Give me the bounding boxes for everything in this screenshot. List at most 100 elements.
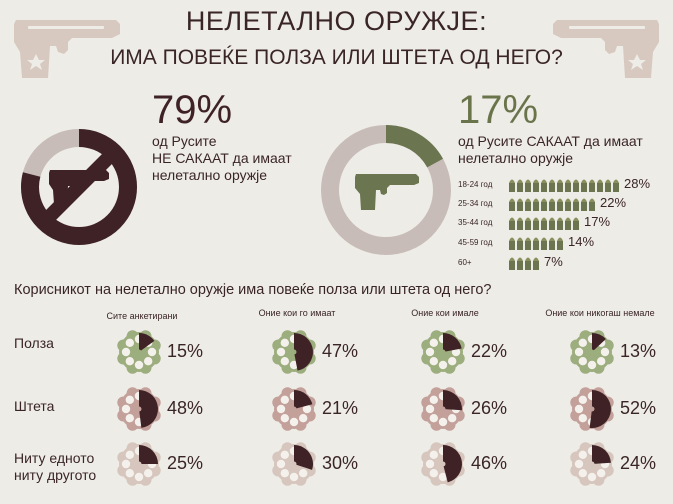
bullet-icon [597, 179, 603, 192]
pie-value-label: 15% [167, 341, 204, 361]
pie-slice [139, 333, 155, 352]
age-bar-value: 28% [624, 176, 651, 191]
pistol-icon [553, 20, 659, 78]
revolver-cylinder-icon [570, 387, 614, 431]
bullet-icon [573, 217, 579, 230]
age-bar [509, 237, 563, 250]
pie-value-label: 26% [471, 398, 508, 418]
revolver-cylinder-icon [117, 330, 161, 374]
bullet-icon [517, 179, 523, 192]
bullet-icon [549, 237, 555, 250]
revolver-cylinder-icon [117, 442, 161, 486]
bullet-icon [509, 198, 515, 211]
pie-value-label: 24% [620, 453, 657, 473]
pie-value-label: 48% [167, 398, 204, 418]
pistol-icon [49, 170, 109, 204]
bullet-icon [525, 237, 531, 250]
age-bar-label: 35-44 год [458, 218, 493, 227]
pie-slice [592, 445, 611, 464]
bullet-icon [557, 237, 563, 250]
column-header-never: Оние кои никогаш немале [545, 308, 655, 318]
age-bar [509, 217, 579, 230]
bullet-icon [533, 179, 539, 192]
pie-slice [443, 333, 462, 352]
bullet-icon [509, 217, 515, 230]
bullet-icon [517, 237, 523, 250]
bullet-icon [589, 198, 595, 211]
age-bar-label: 25-34 год [458, 199, 493, 208]
bullet-icon [613, 179, 619, 192]
revolver-cylinder-icon [272, 442, 316, 486]
bullet-icon [517, 217, 523, 230]
bullet-icon [589, 179, 595, 192]
pie-slice [592, 333, 606, 352]
bullet-icon [509, 257, 515, 270]
pistol-icon [14, 20, 120, 78]
revolver-cylinder-icon [421, 442, 465, 486]
bullet-icon [509, 179, 515, 192]
bullet-icon [509, 237, 515, 250]
bullet-icon [525, 257, 531, 270]
bullet-icon [557, 198, 563, 211]
age-bar-label: 45-59 год [458, 238, 493, 247]
revolver-cylinder-icon [272, 387, 316, 431]
bullet-icon [533, 257, 539, 270]
bullet-icon [557, 217, 563, 230]
pistol-icon [355, 174, 419, 210]
bullet-icon [541, 237, 547, 250]
left-description: од Русите НЕ САКААТ да имаат нелетално о… [152, 133, 292, 183]
row-label-harm: Штета [14, 398, 55, 414]
left-percent: 79% [152, 88, 233, 132]
bullet-icon [581, 198, 587, 211]
revolver-cylinder-icon [421, 330, 465, 374]
bullet-icon [605, 179, 611, 192]
age-bar [509, 257, 539, 270]
bullet-icon [549, 217, 555, 230]
pie-slice [139, 390, 158, 428]
page-subtitle: ИМА ПОВЕЌЕ ПОЛЗА ИЛИ ШТЕТА ОД НЕГО? [110, 46, 563, 69]
revolver-cylinder-icon [570, 442, 614, 486]
revolver-cylinder-icon [272, 330, 316, 374]
bullet-icon [525, 179, 531, 192]
pie-value-label: 21% [322, 398, 359, 418]
pie-slice [589, 390, 611, 428]
wants-donut [321, 125, 451, 255]
bullet-icon [533, 217, 539, 230]
pie-value-label: 46% [471, 453, 508, 473]
pie-slice [294, 333, 313, 371]
age-bar [509, 198, 595, 211]
bullet-icon [541, 198, 547, 211]
bullet-icon [581, 179, 587, 192]
revolver-cylinder-icon [117, 387, 161, 431]
pie-slice [139, 445, 158, 464]
revolver-cylinder-icon [421, 387, 465, 431]
pie-value-label: 25% [167, 453, 204, 473]
column-header-all: Сите анкетирани [106, 311, 178, 321]
bullet-icon [533, 198, 539, 211]
bullet-icon [565, 198, 571, 211]
right-percent: 17% [458, 88, 539, 132]
pie-value-label: 13% [620, 341, 657, 361]
bullet-icon [525, 198, 531, 211]
pie-value-label: 30% [322, 453, 359, 473]
bullet-icon [541, 179, 547, 192]
age-bar-value: 17% [584, 214, 611, 229]
bullet-icon [541, 217, 547, 230]
bullet-icon [525, 217, 531, 230]
age-bar-value: 14% [568, 234, 595, 249]
bullet-icon [573, 179, 579, 192]
revolver-cylinder-icon [570, 330, 614, 374]
age-bar-label: 60+ [458, 258, 472, 267]
column-header-have: Оние кои го имаат [258, 308, 336, 318]
column-header-had: Оние кои имале [411, 308, 479, 318]
age-bar-value: 7% [544, 254, 563, 269]
bullet-icon [533, 237, 539, 250]
pie-slice [443, 445, 462, 483]
bullet-icon [557, 179, 563, 192]
right-description: од Русите САКААТ да имаат нелетално оруж… [458, 133, 643, 166]
age-bar-label: 18-24 год [458, 180, 493, 189]
pie-value-label: 52% [620, 398, 657, 418]
pie-value-label: 22% [471, 341, 508, 361]
pie-slice [294, 445, 313, 470]
bullet-icon [565, 217, 571, 230]
